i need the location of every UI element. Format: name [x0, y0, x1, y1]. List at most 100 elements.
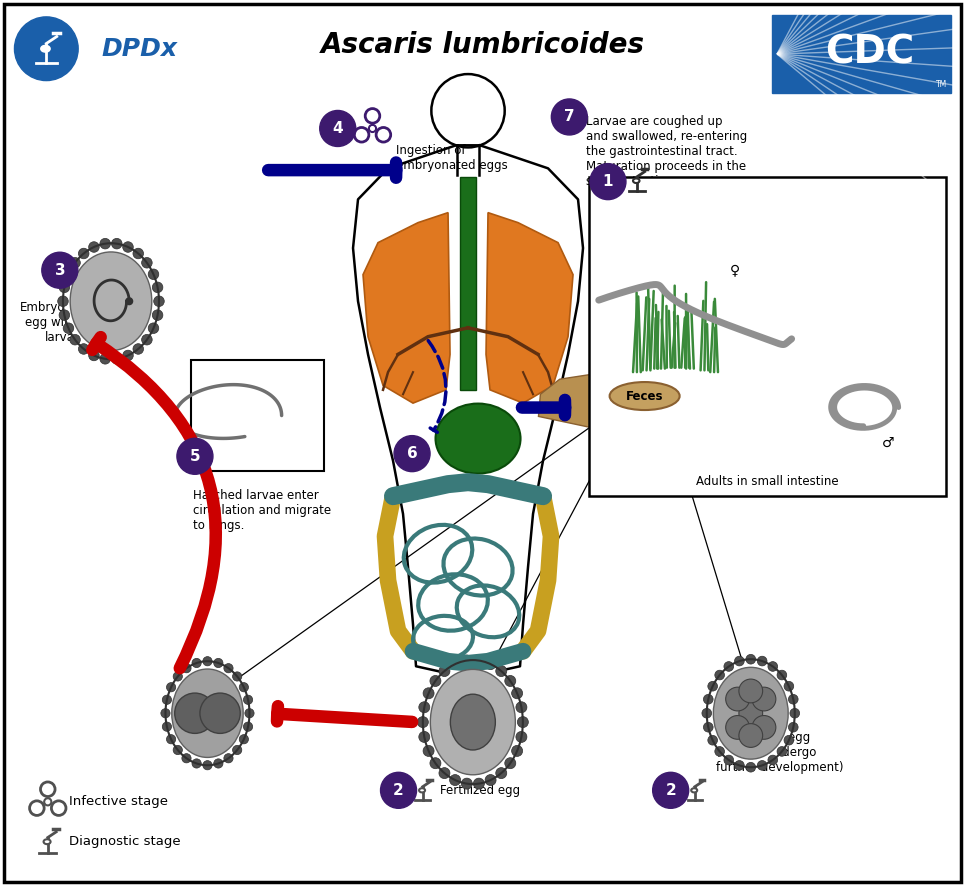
Text: 5: 5	[189, 449, 201, 463]
Circle shape	[112, 354, 122, 364]
Text: 6: 6	[406, 447, 418, 461]
Circle shape	[739, 679, 762, 703]
Text: CDC: CDC	[826, 34, 915, 72]
Circle shape	[149, 269, 159, 280]
Circle shape	[734, 760, 744, 770]
Circle shape	[245, 709, 254, 718]
Circle shape	[702, 709, 711, 718]
Circle shape	[715, 747, 725, 757]
Circle shape	[123, 242, 133, 253]
Circle shape	[423, 745, 434, 757]
Circle shape	[239, 734, 248, 744]
Circle shape	[243, 722, 253, 731]
Circle shape	[133, 344, 144, 354]
Circle shape	[419, 732, 429, 742]
Circle shape	[149, 323, 159, 333]
Circle shape	[790, 709, 800, 718]
Circle shape	[162, 696, 172, 704]
Circle shape	[213, 658, 223, 668]
Circle shape	[100, 354, 110, 364]
Circle shape	[726, 688, 750, 711]
Ellipse shape	[633, 178, 640, 183]
Text: 4: 4	[332, 121, 344, 136]
Circle shape	[69, 258, 80, 268]
Circle shape	[516, 732, 527, 742]
Circle shape	[153, 296, 164, 307]
Circle shape	[203, 657, 212, 666]
Circle shape	[417, 717, 428, 727]
Circle shape	[213, 758, 223, 768]
Circle shape	[224, 754, 234, 763]
Ellipse shape	[706, 659, 795, 767]
Circle shape	[243, 696, 253, 704]
Ellipse shape	[430, 670, 515, 774]
Polygon shape	[363, 213, 450, 403]
Text: Diagnostic stage: Diagnostic stage	[69, 835, 180, 848]
Circle shape	[423, 688, 434, 699]
Circle shape	[788, 722, 798, 732]
Circle shape	[167, 682, 176, 692]
Circle shape	[192, 658, 202, 668]
Circle shape	[430, 758, 441, 769]
Text: 2: 2	[665, 783, 676, 797]
Text: 7: 7	[564, 110, 575, 124]
Circle shape	[167, 734, 176, 744]
Circle shape	[419, 702, 429, 712]
Circle shape	[192, 758, 202, 768]
Circle shape	[14, 17, 78, 81]
Circle shape	[142, 334, 152, 345]
Circle shape	[233, 672, 242, 681]
Text: DPDx: DPDx	[101, 36, 178, 61]
Circle shape	[369, 125, 376, 132]
FancyBboxPatch shape	[772, 15, 951, 93]
Circle shape	[59, 310, 69, 321]
Circle shape	[768, 755, 778, 765]
Polygon shape	[460, 177, 476, 390]
Circle shape	[177, 439, 213, 474]
Circle shape	[173, 672, 182, 681]
Ellipse shape	[63, 244, 159, 359]
Circle shape	[43, 798, 52, 805]
Circle shape	[734, 657, 744, 666]
Text: 2: 2	[393, 783, 404, 797]
Circle shape	[224, 664, 234, 672]
Circle shape	[758, 657, 767, 666]
Circle shape	[152, 310, 163, 321]
Circle shape	[758, 760, 767, 770]
Circle shape	[715, 670, 725, 680]
Circle shape	[69, 334, 80, 345]
Ellipse shape	[43, 839, 50, 844]
Circle shape	[125, 298, 132, 305]
Circle shape	[133, 248, 144, 259]
Circle shape	[784, 681, 794, 691]
Circle shape	[777, 670, 786, 680]
Polygon shape	[538, 368, 820, 431]
Circle shape	[517, 717, 529, 727]
Circle shape	[724, 755, 733, 765]
Circle shape	[746, 655, 756, 664]
Circle shape	[768, 662, 778, 672]
Circle shape	[474, 778, 484, 789]
Text: TM: TM	[936, 80, 947, 89]
FancyBboxPatch shape	[191, 360, 324, 471]
Circle shape	[788, 695, 798, 704]
Circle shape	[89, 350, 99, 361]
Circle shape	[100, 238, 110, 249]
Circle shape	[112, 238, 122, 249]
Ellipse shape	[172, 669, 243, 758]
Circle shape	[516, 702, 527, 712]
Circle shape	[200, 693, 240, 734]
Circle shape	[724, 662, 733, 672]
Circle shape	[380, 773, 417, 808]
Circle shape	[152, 282, 163, 292]
Circle shape	[511, 688, 523, 699]
Circle shape	[485, 658, 496, 670]
Ellipse shape	[41, 46, 50, 51]
Ellipse shape	[70, 252, 152, 351]
Circle shape	[439, 665, 450, 677]
Circle shape	[59, 282, 69, 292]
Circle shape	[511, 745, 523, 757]
Text: Fertilized egg: Fertilized egg	[440, 784, 520, 797]
Text: ♀: ♀	[731, 263, 740, 277]
Circle shape	[162, 722, 172, 731]
